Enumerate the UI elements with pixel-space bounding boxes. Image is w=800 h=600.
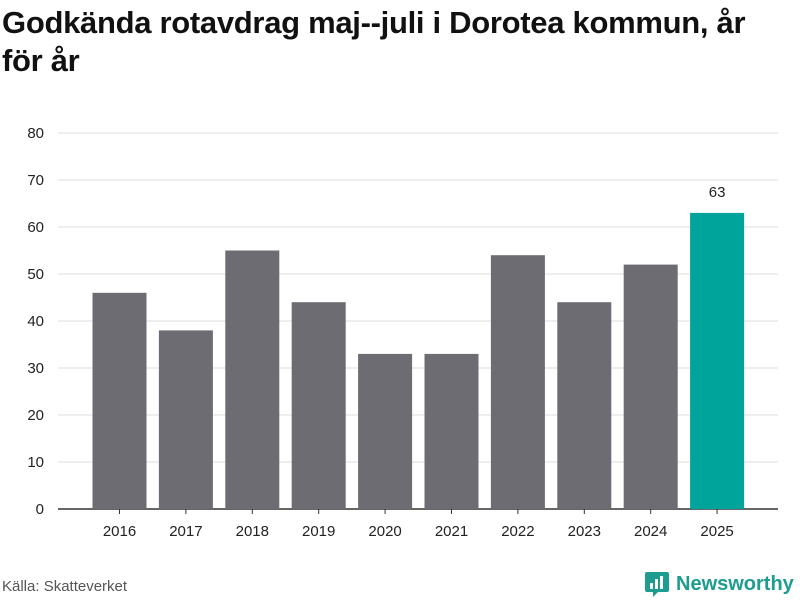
x-tick-label: 2018 bbox=[236, 523, 269, 540]
data-labels: 63 bbox=[709, 184, 726, 201]
y-tick-label: 20 bbox=[27, 407, 44, 424]
y-tick-label: 80 bbox=[27, 125, 44, 142]
y-tick-label: 0 bbox=[36, 501, 44, 518]
y-tick-label: 60 bbox=[27, 219, 44, 236]
x-tick-label: 2019 bbox=[302, 523, 335, 540]
y-tick-label: 10 bbox=[27, 454, 44, 471]
bars bbox=[92, 212, 745, 509]
x-tick-label: 2017 bbox=[169, 523, 202, 540]
bar-2020 bbox=[358, 353, 413, 509]
x-tick-label: 2024 bbox=[634, 523, 667, 540]
y-tick-label: 30 bbox=[27, 360, 44, 377]
x-tick-label: 2020 bbox=[368, 523, 401, 540]
chart-title: Godkända rotavdrag maj--juli i Dorotea k… bbox=[2, 5, 746, 78]
bar-2018 bbox=[225, 250, 280, 509]
bar-2017 bbox=[158, 330, 213, 509]
x-tick-label: 2023 bbox=[568, 523, 601, 540]
brand-logo: Newsworthy bbox=[644, 570, 794, 598]
bar-2016 bbox=[92, 292, 147, 509]
bar-2019 bbox=[291, 302, 346, 509]
bar-2022 bbox=[490, 255, 545, 509]
brand-name: Newsworthy bbox=[676, 572, 794, 595]
source-note: Källa: Skatteverket bbox=[2, 578, 128, 595]
x-tick-label: 2022 bbox=[501, 523, 534, 540]
y-tick-label: 50 bbox=[27, 266, 44, 283]
bar-2025 bbox=[690, 212, 745, 509]
data-label: 63 bbox=[709, 184, 726, 201]
x-tick-label: 2016 bbox=[103, 523, 136, 540]
bar-2023 bbox=[557, 302, 612, 509]
bar-2021 bbox=[424, 353, 479, 509]
bar-2024 bbox=[623, 264, 678, 509]
x-axis-tick-labels: 2016 2017 2018 2019 2020 2021 2022 2023 2024 2025 bbox=[103, 509, 734, 540]
y-tick-label: 70 bbox=[27, 172, 44, 189]
y-axis-tick-labels: 0 10 20 30 40 50 60 70 80 bbox=[27, 125, 44, 518]
x-tick-label: 2021 bbox=[435, 523, 468, 540]
newsworthy-logo-icon bbox=[645, 572, 669, 597]
y-tick-label: 40 bbox=[27, 313, 44, 330]
x-tick-label: 2025 bbox=[700, 523, 733, 540]
